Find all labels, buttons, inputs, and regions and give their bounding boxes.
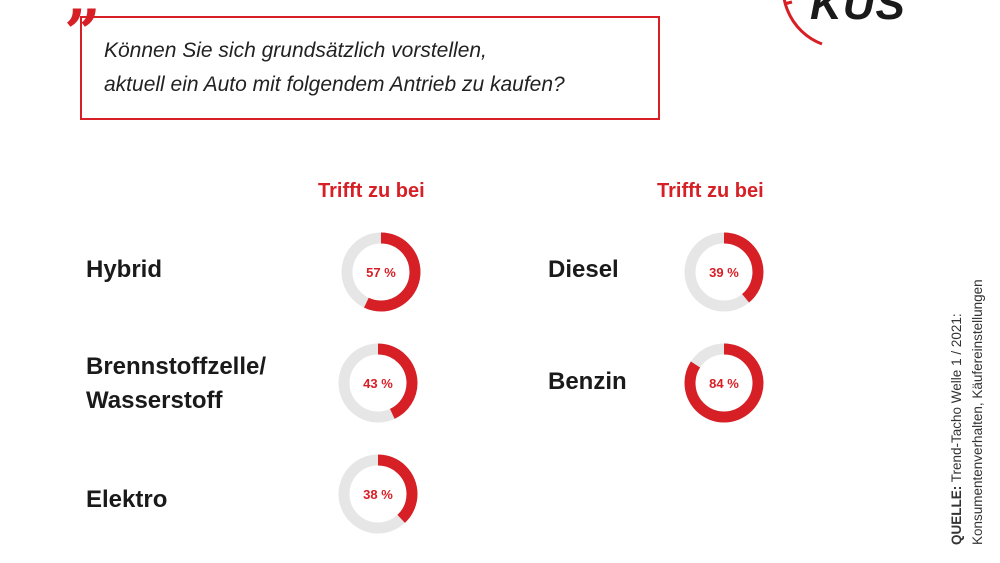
- label-elektro: Elektro: [86, 483, 167, 517]
- question-line-1: Können Sie sich grundsätzlich vorstellen…: [104, 39, 487, 62]
- question-line-2: aktuell ein Auto mit folgendem Antrieb z…: [104, 73, 565, 96]
- donut-diesel: 39 %: [684, 232, 764, 312]
- donut-label-elektro: 38 %: [363, 487, 393, 502]
- source-line-1: Trend-Tacho Welle 1 / 2021:: [949, 313, 964, 483]
- label-hybrid: Hybrid: [86, 253, 162, 287]
- donut-value-arc-brennstoffzelle: [338, 343, 418, 423]
- label-brennstoffzelle-line-1: Brennstoffzelle/: [86, 353, 267, 380]
- column-header-right: Trifft zu bei: [657, 180, 764, 202]
- donut-label-diesel: 39 %: [709, 265, 739, 280]
- donut-value-arc-benzin: [684, 343, 764, 423]
- donut-brennstoffzelle: 43 %: [338, 343, 418, 423]
- label-brennstoffzelle: Brennstoffzelle/ Wasserstoff: [86, 350, 266, 418]
- donut-benzin: 84 %: [684, 343, 764, 423]
- source-note: QUELLE: Trend-Tacho Welle 1 / 2021: Kons…: [946, 279, 988, 545]
- logo-arc: [782, 0, 823, 46]
- label-benzin: Benzin: [548, 365, 627, 399]
- donut-label-benzin: 84 %: [709, 376, 739, 391]
- label-elektro-line-1: Elektro: [86, 486, 168, 513]
- quote-mark-icon: ”: [64, 0, 101, 71]
- source-prefix: QUELLE:: [949, 485, 964, 545]
- column-header-left: Trifft zu bei: [318, 180, 425, 202]
- donut-label-hybrid: 57 %: [366, 265, 396, 280]
- donut-hybrid: 57 %: [341, 232, 421, 312]
- donut-value-arc-hybrid: [341, 232, 421, 312]
- label-brennstoffzelle-line-2: Wasserstoff: [86, 387, 223, 414]
- label-benzin-line-1: Benzin: [548, 368, 627, 395]
- donut-label-brennstoffzelle: 43 %: [363, 376, 393, 391]
- donut-elektro: 38 %: [338, 454, 418, 534]
- donut-value-arc-diesel: [684, 232, 764, 312]
- label-diesel-line-1: Diesel: [548, 256, 619, 283]
- donut-value-arc-elektro: [338, 454, 418, 534]
- question-box: [80, 16, 660, 120]
- question-text: Können Sie sich grundsätzlich vorstellen…: [104, 34, 664, 102]
- label-diesel: Diesel: [548, 253, 619, 287]
- source-line-2: Konsumentenverhalten, Käufereinstellunge…: [970, 279, 985, 545]
- label-hybrid-line-1: Hybrid: [86, 256, 163, 283]
- logo: KÜS: [810, 0, 906, 29]
